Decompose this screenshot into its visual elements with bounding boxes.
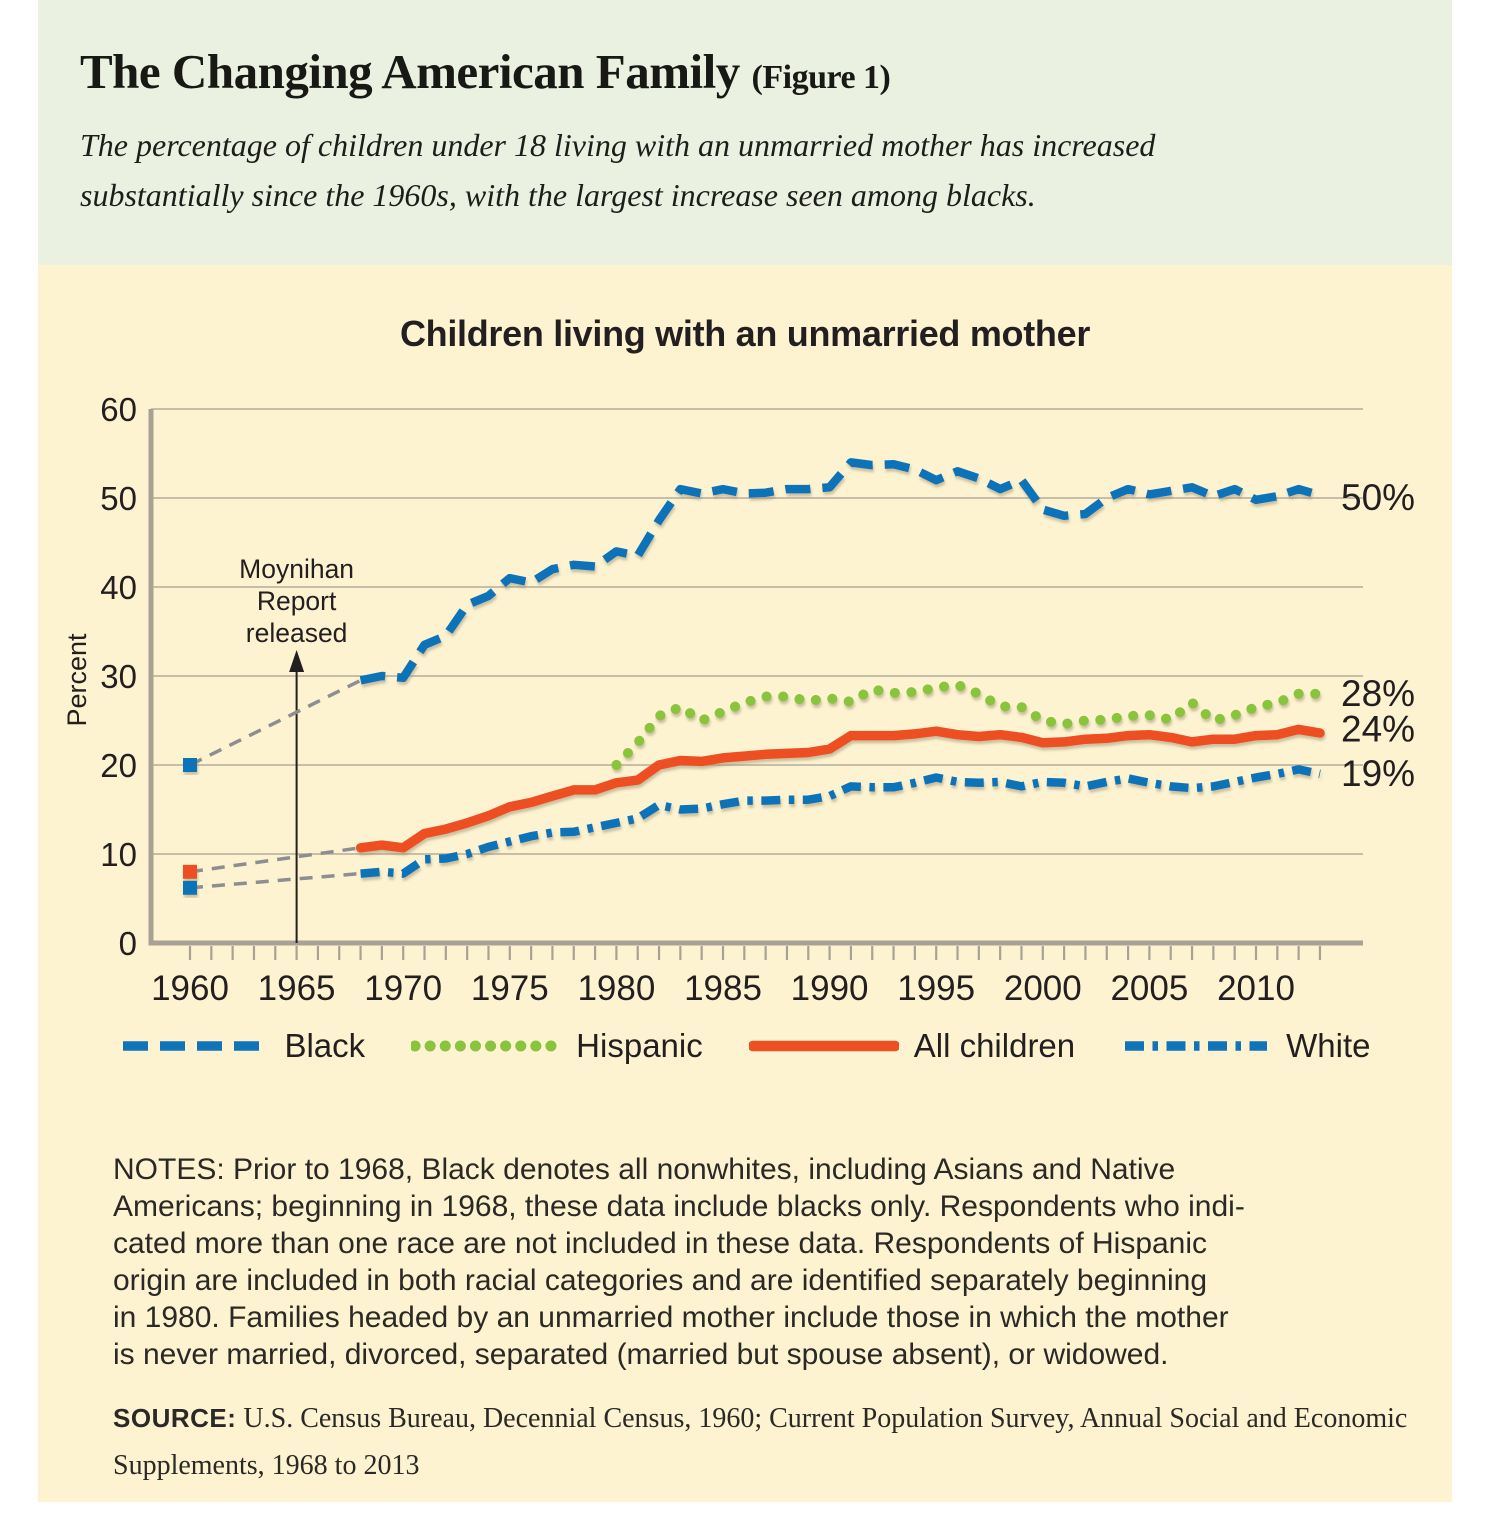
- y-axis-title: Percent: [62, 633, 92, 727]
- figure-container: The Changing American Family (Figure 1) …: [38, 0, 1452, 1502]
- x-tick-label: 2010: [1217, 969, 1295, 1008]
- notes-line: Americans; beginning in 1968, these data…: [113, 1190, 1245, 1223]
- y-tick-label: 10: [100, 836, 137, 873]
- series-line-black: [359, 458, 1322, 685]
- x-tick-label: 2000: [1004, 969, 1082, 1008]
- annotation-text: released: [246, 618, 348, 648]
- legend-swatch: [411, 1040, 562, 1052]
- annotation-arrowhead: [289, 650, 305, 672]
- figure-title-text: The Changing American Family: [80, 44, 740, 99]
- y-tick-label: 30: [100, 658, 137, 695]
- notes-line: is never married, divorced, separated (m…: [113, 1338, 1169, 1371]
- legend-label: White: [1286, 1027, 1371, 1064]
- legend-label: Hispanic: [576, 1027, 703, 1064]
- notes-line: NOTES: Prior to 1968, Black denotes all …: [113, 1153, 1176, 1186]
- legend-swatch: [123, 1041, 266, 1051]
- series-line-white: [360, 765, 1321, 878]
- legend-item-hispanic: Hispanic: [411, 1027, 703, 1065]
- end-label: 19%: [1341, 753, 1415, 794]
- x-tick-label: 1960: [151, 969, 229, 1008]
- legend-swatch: [748, 1040, 899, 1052]
- end-label: 24%: [1341, 708, 1415, 749]
- annotation-text: Moynihan: [239, 554, 354, 584]
- y-tick-label: 40: [100, 569, 137, 606]
- x-tick-label: 1990: [791, 969, 869, 1008]
- x-tick-label: 1965: [258, 969, 336, 1008]
- x-tick-label: 1970: [364, 969, 442, 1008]
- x-tick-label: 1985: [684, 969, 762, 1008]
- notes-line: cated more than one race are not include…: [113, 1227, 1208, 1260]
- y-tick-label: 0: [119, 925, 137, 962]
- notes: NOTES: Prior to 1968, Black denotes all …: [113, 1151, 1443, 1373]
- figure-title: The Changing American Family (Figure 1): [80, 46, 1422, 104]
- figure-subtitle: The percentage of children under 18 livi…: [80, 120, 1422, 220]
- chart-canvas: 1960 1965 1970 1975 1980 1985 1990 1995 2000 2005…: [62, 391, 1415, 1008]
- figure-subtitle-line: The percentage of children under 18 livi…: [80, 127, 1156, 163]
- end-label: 50%: [1341, 477, 1415, 518]
- legend-label: Black: [284, 1027, 366, 1064]
- connector-line: [189, 846, 361, 874]
- x-tick-label: 1995: [897, 969, 975, 1008]
- notes-line: in 1980. Families headed by an unmarried…: [113, 1301, 1229, 1334]
- y-tick-label: 60: [100, 391, 137, 428]
- marker-1960: [183, 758, 197, 772]
- connector-line: [189, 678, 362, 767]
- annotation-text: Report: [257, 586, 337, 616]
- figure-number: (Figure 1): [751, 59, 891, 96]
- x-tick-label: 1975: [471, 969, 549, 1008]
- y-tick-label: 50: [100, 480, 137, 517]
- legend-label: All children: [913, 1027, 1076, 1064]
- series-line-hispanic: [611, 679, 1325, 770]
- chart-legend: Black Hispanic All children White: [38, 1027, 1452, 1065]
- source: SOURCE: U.S. Census Bureau, Decennial Ce…: [113, 1395, 1443, 1489]
- legend-item-white: White: [1121, 1027, 1371, 1065]
- figure-header: The Changing American Family (Figure 1) …: [38, 0, 1452, 265]
- source-line-2: Supplements, 1968 to 2013: [113, 1450, 420, 1481]
- y-tick-label: 20: [100, 747, 137, 784]
- marker-1960: [183, 864, 197, 879]
- connector-line: [189, 871, 361, 890]
- series-line-all-children: [355, 724, 1325, 853]
- x-tick-label: 2005: [1110, 969, 1188, 1008]
- marker-1960: [183, 880, 197, 895]
- source-text: U.S. Census Bureau, Decennial Census, 19…: [236, 1403, 1408, 1434]
- x-tick-label: 1980: [577, 969, 655, 1008]
- figure-body: Children living with an unmarried mother…: [38, 265, 1452, 1502]
- source-label: SOURCE:: [113, 1403, 237, 1433]
- legend-item-black: Black: [119, 1027, 365, 1065]
- notes-line: origin are included in both racial categ…: [113, 1264, 1208, 1297]
- legend-swatch: [1125, 1041, 1268, 1051]
- figure-subtitle-line: substantially since the 1960s, with the …: [80, 177, 1036, 213]
- end-label: 28%: [1341, 673, 1415, 714]
- chart-title: Children living with an unmarried mother: [399, 313, 1091, 354]
- legend-item-all-children: All children: [748, 1027, 1076, 1065]
